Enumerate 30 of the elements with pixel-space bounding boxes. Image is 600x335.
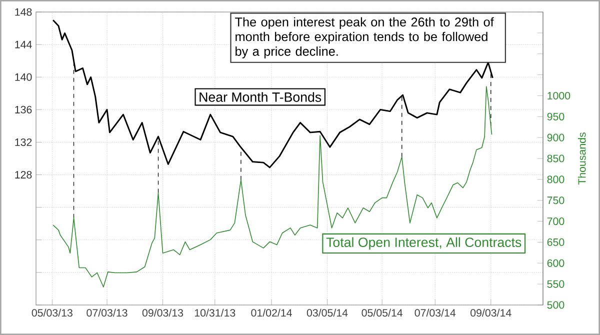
y2-tick-label: 900 xyxy=(547,134,564,142)
x-tick-label: 10/31/13 xyxy=(194,308,236,317)
x-tick-label: 01/02/14 xyxy=(251,308,292,317)
y-tick-label: 148 xyxy=(15,8,32,16)
y-tick-label: 132 xyxy=(15,138,32,146)
y2-tick-label: 950 xyxy=(547,112,564,120)
y2-tick-label: 550 xyxy=(547,280,564,288)
x-tick-label: 05/05/14 xyxy=(362,308,403,317)
x-tick-label: 07/03/14 xyxy=(414,308,456,317)
y2-tick-label: 1000 xyxy=(548,92,570,100)
y-tick-label: 136 xyxy=(15,106,32,114)
y2-tick-label: 500 xyxy=(547,301,564,309)
x-tick-label: 03/05/14 xyxy=(306,308,348,317)
y-tick-label: 144 xyxy=(15,40,32,48)
y2-axis-title: Thousands xyxy=(578,132,586,185)
series-label: Near Month T-Bonds xyxy=(200,92,322,102)
y2-tick-label: 750 xyxy=(547,196,564,204)
x-tick-label: 05/03/13 xyxy=(32,308,72,317)
y-tick-label: 128 xyxy=(15,170,32,179)
x-tick-label: 09/03/13 xyxy=(142,308,184,317)
y-tick-label: 140 xyxy=(15,73,32,81)
series-label: Total Open Interest, All Contracts xyxy=(326,237,522,250)
y2-tick-label: 800 xyxy=(547,176,564,184)
y2-tick-label: 700 xyxy=(547,218,564,226)
x-tick-label: 07/03/13 xyxy=(86,308,128,317)
y2-tick-label: 600 xyxy=(547,259,564,267)
y2-tick-label: 850 xyxy=(547,154,564,162)
x-tick-label: 09/03/14 xyxy=(470,308,512,317)
y2-tick-label: 650 xyxy=(547,238,564,246)
annotation: The open interest peak on the 26th to 29th of month before expiration tends to be followed by a price decline. xyxy=(235,17,494,58)
